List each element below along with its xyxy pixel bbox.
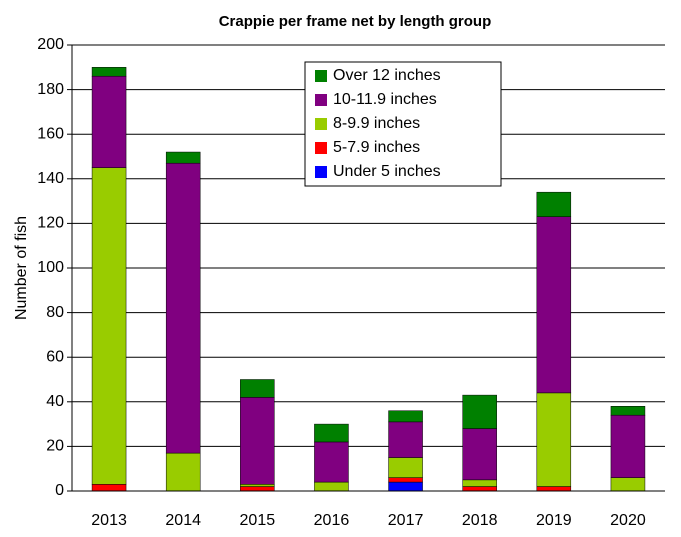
legend-swatch — [315, 118, 327, 130]
bar-segment — [536, 392, 572, 487]
x-tick-label: 2017 — [388, 512, 424, 529]
x-tick-label: 2020 — [610, 512, 646, 529]
y-tick-label: 180 — [37, 81, 64, 98]
legend-label: Under 5 inches — [333, 163, 441, 180]
legend-swatch — [315, 166, 327, 178]
bar-segment — [240, 484, 275, 487]
chart-title: Crappie per frame net by length group — [219, 13, 492, 30]
y-tick-label: 20 — [46, 438, 64, 455]
y-tick-label: 60 — [46, 348, 64, 365]
bar-segment — [165, 162, 201, 454]
bar-segment — [388, 481, 423, 492]
legend-swatch — [315, 94, 327, 106]
bar-segment — [462, 486, 497, 492]
bar-segment — [91, 484, 127, 492]
legend-label: Over 12 inches — [333, 67, 441, 84]
bar-segment — [314, 481, 349, 492]
bar-segment — [536, 191, 572, 217]
legend-label: 10-11.9 inches — [333, 91, 437, 108]
y-tick-label: 120 — [37, 215, 64, 232]
x-tick-label: 2016 — [314, 512, 350, 529]
bar-segment — [536, 486, 572, 492]
x-tick-label: 2015 — [240, 512, 276, 529]
bar-segment — [91, 167, 127, 485]
bar-segment — [91, 75, 127, 168]
x-tick-label: 2018 — [462, 512, 498, 529]
bar-segment — [314, 423, 349, 443]
bar-segment — [240, 486, 275, 492]
bar-segment — [165, 151, 201, 164]
y-axis-label: Number of fish — [13, 216, 30, 320]
bar-segment — [314, 441, 349, 483]
x-tick-label: 2014 — [165, 512, 201, 529]
bar-segment — [388, 457, 423, 478]
y-tick-label: 80 — [46, 304, 64, 321]
bar-segment — [610, 477, 646, 492]
bar-segment — [91, 67, 127, 77]
y-tick-label: 140 — [37, 170, 64, 187]
y-tick-label: 40 — [46, 393, 64, 410]
bar-segment — [165, 452, 201, 492]
bar-segment — [388, 410, 423, 423]
y-tick-label: 160 — [37, 125, 64, 142]
legend-swatch — [315, 70, 327, 82]
legend-box — [304, 61, 502, 187]
x-tick-label: 2013 — [91, 512, 127, 529]
y-tick-label: 100 — [37, 259, 64, 276]
bar-segment — [388, 421, 423, 458]
bar-segment — [462, 479, 497, 487]
bar-segment — [462, 428, 497, 481]
legend-label: 8-9.9 inches — [333, 115, 420, 132]
x-tick-label: 2019 — [536, 512, 572, 529]
bar-segment — [240, 379, 275, 398]
bar-segment — [240, 397, 275, 485]
bar-segment — [536, 216, 572, 394]
bar-segment — [610, 414, 646, 478]
y-tick-label: 200 — [37, 36, 64, 53]
bar-segment — [462, 394, 497, 429]
bar-segment — [610, 406, 646, 416]
y-tick-label: 0 — [55, 482, 64, 499]
legend-swatch — [315, 142, 327, 154]
legend-label: 5-7.9 inches — [333, 139, 420, 156]
bar-segment — [388, 477, 423, 483]
